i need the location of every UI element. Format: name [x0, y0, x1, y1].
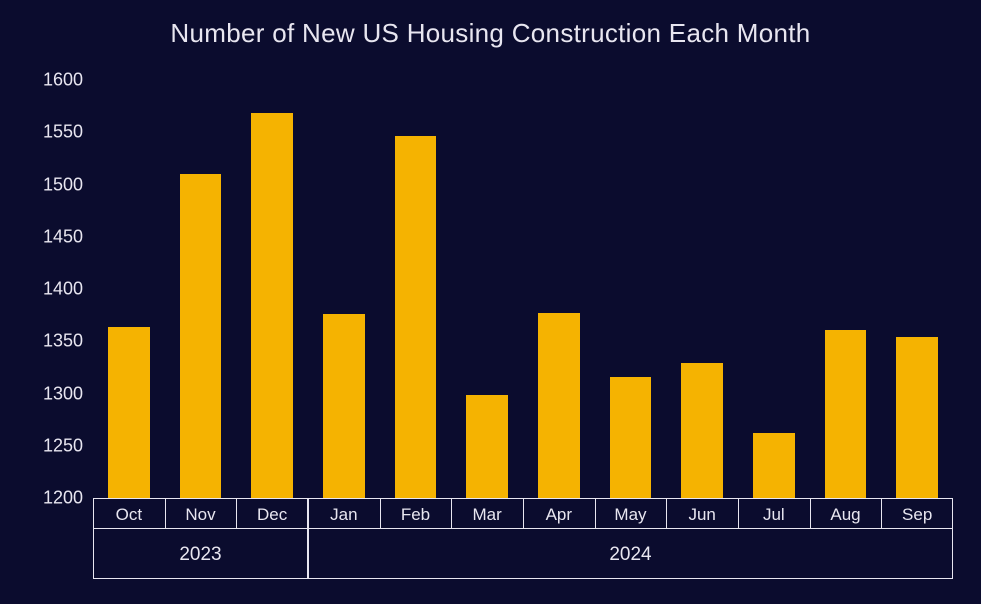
month-divider — [881, 498, 882, 528]
month-divider — [666, 498, 667, 528]
month-divider — [236, 498, 237, 528]
y-tick-label: 1300 — [43, 383, 83, 404]
bar — [610, 377, 652, 498]
y-tick-label: 1350 — [43, 331, 83, 352]
bar — [466, 395, 508, 498]
y-tick-label: 1250 — [43, 435, 83, 456]
month-divider — [451, 498, 452, 528]
group-mid-line — [93, 528, 308, 529]
y-tick-label: 1400 — [43, 279, 83, 300]
y-tick-label: 1550 — [43, 122, 83, 143]
bar — [180, 174, 222, 498]
month-divider — [165, 498, 166, 528]
y-tick-label: 1500 — [43, 174, 83, 195]
month-divider — [523, 498, 524, 528]
bar — [825, 330, 867, 498]
bar — [896, 337, 938, 498]
y-tick-label: 1600 — [43, 70, 83, 91]
group-mid-line — [308, 528, 953, 529]
bar — [395, 136, 437, 498]
group-bottom-line — [93, 578, 308, 579]
year-label: 2024 — [308, 540, 953, 570]
month-divider — [595, 498, 596, 528]
bar — [251, 113, 293, 498]
bar — [108, 327, 150, 498]
bar — [538, 313, 580, 498]
bars-layer — [93, 80, 953, 498]
month-divider — [380, 498, 381, 528]
month-divider — [738, 498, 739, 528]
bar — [323, 314, 365, 498]
plot-area: 120012501300135014001450150015501600 — [93, 80, 953, 498]
y-tick-label: 1450 — [43, 226, 83, 247]
y-tick-label: 1200 — [43, 488, 83, 509]
bar — [753, 433, 795, 498]
bar — [681, 363, 723, 498]
month-divider — [810, 498, 811, 528]
group-bottom-line — [308, 578, 953, 579]
chart-title: Number of New US Housing Construction Ea… — [0, 18, 981, 49]
chart-container: Number of New US Housing Construction Ea… — [0, 0, 981, 604]
year-label: 2023 — [93, 540, 308, 570]
